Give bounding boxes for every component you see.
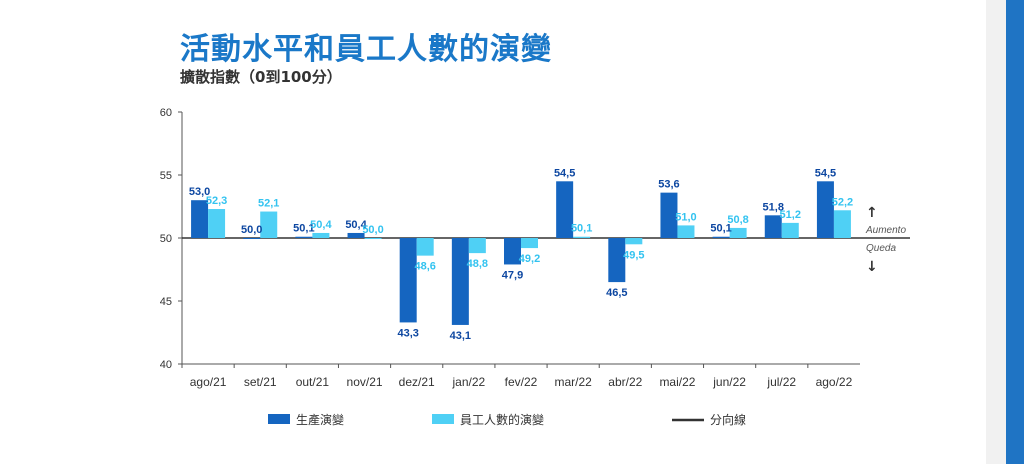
bar-production (243, 238, 261, 239)
x-tick-label: ago/22 (816, 375, 853, 389)
chart-subtitle: 擴散指數（0到100分） (180, 68, 342, 86)
increase-note: Aumento (865, 225, 906, 236)
label-production: 54,5 (554, 167, 575, 179)
y-tick-label: 40 (160, 359, 172, 371)
bar-production (816, 181, 834, 238)
decrease-note: Queda (866, 243, 896, 254)
legend-swatch-employees (432, 414, 454, 424)
bars-group (191, 181, 851, 325)
x-tick-label: set/21 (244, 375, 277, 389)
label-employees: 50,4 (310, 219, 332, 231)
label-employees: 52,2 (832, 196, 853, 208)
label-production: 53,6 (658, 179, 679, 191)
y-tick-label: 55 (160, 170, 172, 182)
x-tick-label: nov/21 (347, 375, 383, 389)
legend-label-production: 生產演變 (296, 412, 344, 427)
y-tick-label: 60 (160, 107, 172, 119)
label-employees: 49,2 (519, 253, 540, 265)
x-tick-label: dez/21 (399, 375, 435, 389)
label-employees: 52,1 (258, 198, 279, 210)
y-tick-label: 50 (160, 233, 172, 245)
x-tick-label: jun/22 (712, 375, 746, 389)
bar-production (504, 238, 521, 265)
bar-employees (364, 238, 382, 239)
label-employees: 52,3 (206, 195, 227, 207)
bar-employees (416, 238, 434, 256)
bar-employees (729, 227, 747, 238)
legend-label-employees: 員工人數的演變 (460, 412, 544, 427)
x-tick-label: out/21 (296, 375, 330, 389)
bar-employees (781, 222, 799, 238)
bar-production (556, 181, 574, 238)
label-production: 43,3 (397, 327, 418, 339)
down-arrow-icon: ↓ (866, 259, 878, 275)
bar-production (660, 192, 678, 238)
bar-production (399, 238, 417, 323)
legend-label-divider: 分向線 (710, 412, 746, 427)
label-employees: 51,0 (675, 211, 696, 223)
label-production: 50,4 (345, 219, 367, 231)
x-tick-label: mar/22 (554, 375, 592, 389)
label-employees: 48,8 (467, 258, 488, 270)
x-tick-label: mai/22 (659, 375, 695, 389)
label-production: 54,5 (815, 167, 836, 179)
bar-employees (208, 209, 226, 238)
label-production: 50,0 (241, 224, 262, 236)
label-production: 50,1 (293, 223, 314, 235)
bar-production (347, 232, 365, 238)
bar-employees (625, 238, 643, 245)
bar-employees (468, 238, 486, 254)
bar-production (712, 236, 730, 238)
x-tick-label: jan/22 (451, 375, 485, 389)
bar-employees (833, 210, 851, 238)
x-tick-label: fev/22 (505, 375, 538, 389)
right-gutter (986, 0, 1006, 464)
label-production: 53,0 (189, 186, 210, 198)
label-production: 43,1 (450, 330, 471, 342)
label-employees: 50,1 (571, 223, 592, 235)
bar-production (451, 238, 469, 325)
legend: 生產演變 員工人數的演變 分向線 (268, 412, 746, 427)
data-labels-group: 53,052,350,052,150,150,4 50,450,043,348,6… (189, 167, 853, 342)
label-production: 46,5 (606, 287, 627, 299)
bar-production (191, 200, 209, 238)
label-employees: 50,8 (727, 214, 748, 226)
bar-production (295, 236, 313, 238)
bar-production (608, 238, 626, 283)
bar-employees (521, 238, 538, 249)
x-tick-label: ago/21 (190, 375, 227, 389)
bar-production (764, 215, 782, 238)
label-employees: 50,0 (362, 224, 383, 236)
label-production: 51,8 (763, 201, 784, 213)
label-employees: 48,6 (414, 261, 435, 273)
legend-swatch-production (268, 414, 290, 424)
x-tick-label: abr/22 (608, 375, 642, 389)
label-employees: 51,2 (780, 209, 801, 221)
bar-employees (677, 225, 695, 238)
label-production: 47,9 (502, 269, 523, 281)
x-tick-label: jul/22 (766, 375, 796, 389)
label-production: 50,1 (710, 223, 731, 235)
right-accent-stripe (1006, 0, 1024, 464)
bar-employees (260, 211, 278, 238)
bar-employees (573, 236, 591, 238)
chart-title: 活動水平和員工人數的演變 (180, 32, 552, 67)
up-arrow-icon: ↑ (866, 205, 878, 221)
direction-notes: ↑ Aumento Queda ↓ (865, 205, 906, 275)
bar-employees (312, 232, 330, 238)
label-employees: 49,5 (623, 249, 644, 261)
y-tick-label: 45 (160, 296, 172, 308)
